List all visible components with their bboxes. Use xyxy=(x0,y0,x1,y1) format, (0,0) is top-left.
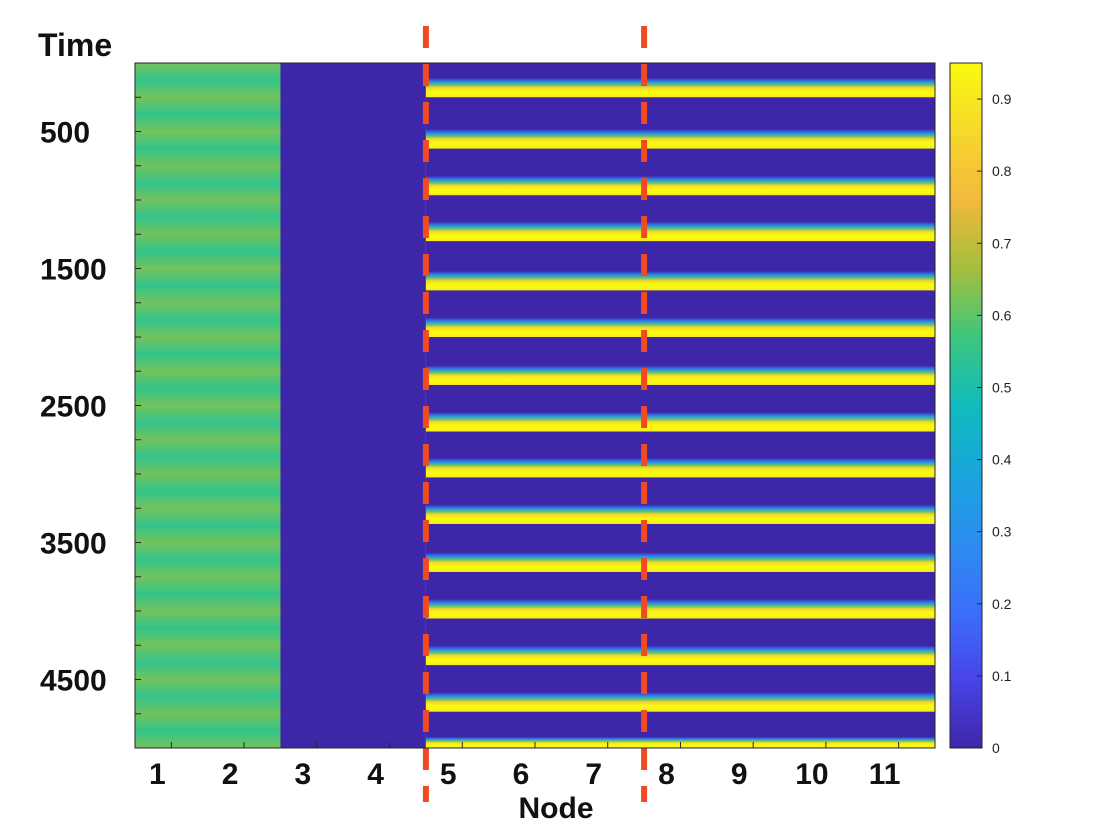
x-tick-label: 6 xyxy=(513,758,530,791)
pulse-band xyxy=(425,599,935,619)
pulse-band xyxy=(425,504,935,525)
y-tick-label: 2500 xyxy=(40,391,107,424)
y-axis-label: Time xyxy=(38,27,112,63)
oscillation-cycle-nodes-1-2 xyxy=(135,165,281,200)
oscillation-cycle-nodes-1-2 xyxy=(135,542,281,577)
oscillation-cycle-nodes-1-2 xyxy=(135,508,281,543)
x-tick-label: 9 xyxy=(731,758,748,791)
oscillation-cycle-nodes-1-2 xyxy=(135,234,281,269)
colorbar-tick-label: 0.5 xyxy=(992,379,1012,395)
colorbar-tick-label: 0.6 xyxy=(992,307,1012,323)
colorbar-tick-label: 0.1 xyxy=(992,668,1012,684)
x-axis-label: Node xyxy=(519,792,594,825)
oscillation-cycle-nodes-1-2 xyxy=(135,474,281,509)
y-tick-label: 4500 xyxy=(40,665,107,698)
heatmap-nodes-5-11-base xyxy=(425,63,935,748)
oscillation-cycle-nodes-1-2 xyxy=(135,268,281,303)
y-tick-label: 500 xyxy=(40,117,90,150)
x-tick-label: 11 xyxy=(869,758,901,791)
pulse-band xyxy=(425,221,935,242)
x-tick-label: 5 xyxy=(440,758,457,791)
colorbar-tick-label: 0.3 xyxy=(992,524,1012,540)
oscillation-cycle-nodes-1-2 xyxy=(135,131,281,166)
pulse-band xyxy=(425,317,935,337)
x-tick-label: 3 xyxy=(294,758,311,791)
pulse-band xyxy=(425,412,935,432)
oscillation-cycle-nodes-1-2 xyxy=(135,200,281,235)
pulse-band xyxy=(425,365,935,385)
x-tick-label: 1 xyxy=(149,758,166,791)
pulse-band xyxy=(425,129,935,149)
colorbar-tick-label: 0.8 xyxy=(992,163,1012,179)
oscillation-cycle-nodes-1-2 xyxy=(135,611,281,646)
colorbar-tick-label: 0.2 xyxy=(992,596,1012,612)
axes: 500 1500 2500 3500 4500 1 2 3 4 5 6 7 8 9 10 11 xyxy=(40,62,936,791)
colorbar-tick-label: 0.9 xyxy=(992,91,1012,107)
oscillation-cycle-nodes-1-2 xyxy=(135,63,281,98)
oscillation-cycle-nodes-1-2 xyxy=(135,439,281,474)
pulse-band xyxy=(425,271,935,291)
x-tick-label: 8 xyxy=(658,758,675,791)
x-tick-label: 4 xyxy=(367,758,384,791)
oscillation-cycle-nodes-1-2 xyxy=(135,645,281,680)
pulse-band xyxy=(425,645,935,666)
reference-lines xyxy=(422,26,648,802)
y-tick-label: 1500 xyxy=(40,254,107,287)
x-tick-label: 2 xyxy=(222,758,239,791)
pulse-band xyxy=(425,176,935,196)
pulse-band xyxy=(425,78,935,98)
oscillation-cycle-nodes-1-2 xyxy=(135,97,281,132)
pulse-band xyxy=(425,552,935,572)
pulse-band xyxy=(425,692,935,712)
colorbar-tick-label: 0.7 xyxy=(992,235,1012,251)
heatmap-nodes-3-4 xyxy=(280,63,426,748)
colorbar-tick-label: 0.4 xyxy=(992,452,1012,468)
oscillation-cycle-nodes-1-2 xyxy=(135,302,281,337)
pulse-band xyxy=(425,458,935,478)
oscillation-cycle-nodes-1-2 xyxy=(135,337,281,372)
oscillation-cycle-nodes-1-2 xyxy=(135,679,281,714)
colorbar: 0 0.1 0.2 0.3 0.4 0.5 0.6 0.7 0.8 0.9 xyxy=(949,62,1012,756)
oscillation-cycle-nodes-1-2 xyxy=(135,371,281,406)
y-tick-label: 3500 xyxy=(40,528,107,561)
x-tick-label: 10 xyxy=(795,758,828,791)
x-tick-label: 7 xyxy=(585,758,602,791)
oscillation-cycle-nodes-1-2 xyxy=(135,713,281,748)
colorbar-tick-label: 0 xyxy=(992,740,1000,756)
oscillation-cycle-nodes-1-2 xyxy=(135,576,281,611)
oscillation-cycle-nodes-1-2 xyxy=(135,405,281,440)
heatmap-area xyxy=(135,63,935,748)
colorbar-bar xyxy=(949,62,983,749)
